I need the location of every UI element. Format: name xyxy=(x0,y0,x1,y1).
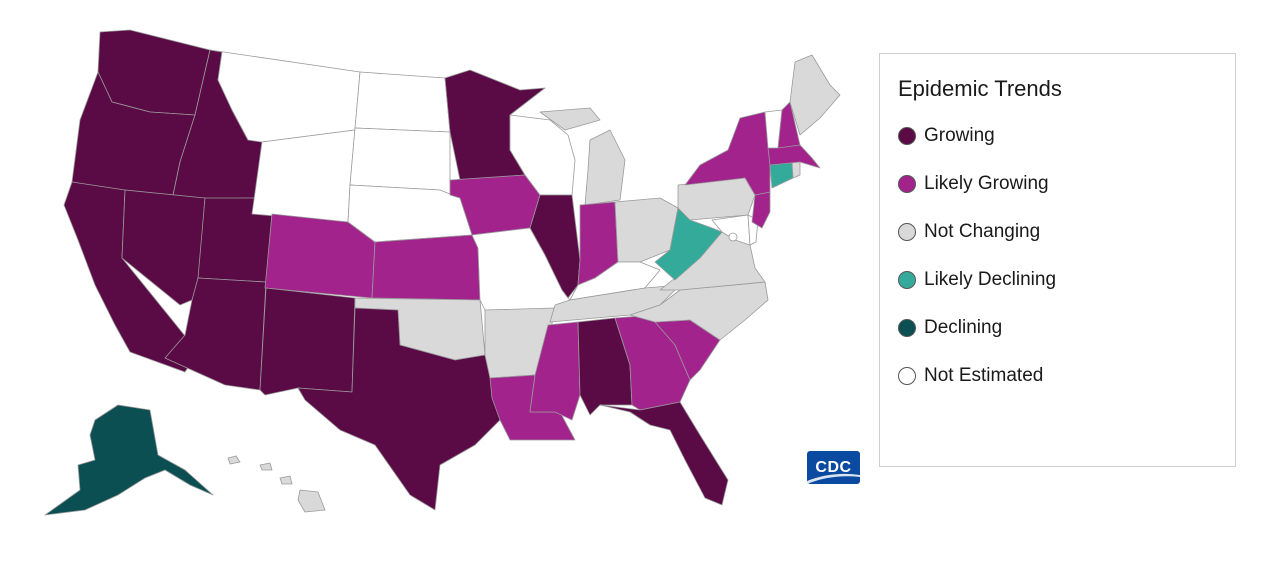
legend-item-growing: Growing xyxy=(898,124,995,148)
state-south-dakota[interactable] xyxy=(349,127,451,196)
state-new-jersey[interactable] xyxy=(751,191,771,229)
state-maine[interactable] xyxy=(789,54,841,136)
legend-label: Declining xyxy=(924,317,1003,338)
cdc-logo: CDC xyxy=(807,451,860,484)
legend-item-not-estimated: Not Estimated xyxy=(898,364,1043,388)
state-alaska[interactable] xyxy=(44,404,214,516)
legend-label: Growing xyxy=(924,125,995,146)
cdc-logo-text: CDC xyxy=(815,458,852,476)
state-washington[interactable] xyxy=(97,29,211,116)
legend-swatch xyxy=(898,271,916,289)
legend-item-declining: Declining xyxy=(898,316,1002,340)
legend-swatch xyxy=(898,319,916,337)
state-florida[interactable] xyxy=(599,401,729,506)
state-hawaii[interactable] xyxy=(227,455,326,513)
legend-swatch xyxy=(898,175,916,193)
legend-label: Not Changing xyxy=(924,221,1041,242)
legend-item-likely-growing: Likely Growing xyxy=(898,172,1049,196)
state-illinois[interactable] xyxy=(529,194,581,299)
legend-title: Epidemic Trends xyxy=(898,76,1062,101)
state-tennessee[interactable] xyxy=(549,284,681,323)
state-maryland[interactable] xyxy=(711,214,751,246)
legend-swatch xyxy=(898,367,916,385)
state-michigan[interactable] xyxy=(539,107,626,206)
state-new-hampshire[interactable] xyxy=(777,101,801,149)
legend-swatch xyxy=(898,223,916,241)
state-north-dakota[interactable] xyxy=(354,71,451,133)
legend-label: Likely Declining xyxy=(924,269,1057,290)
dc-marker[interactable] xyxy=(728,232,738,242)
state-kansas[interactable] xyxy=(371,234,481,301)
legend: Epidemic Trends Growing Likely Growing N… xyxy=(879,53,1236,467)
state-connecticut[interactable] xyxy=(769,161,794,189)
legend-label: Not Estimated xyxy=(924,365,1044,386)
state-wyoming[interactable] xyxy=(251,129,356,223)
state-new-mexico[interactable] xyxy=(259,287,356,396)
state-rhode-island[interactable] xyxy=(791,161,801,179)
logo-swoosh-icon xyxy=(807,473,860,484)
legend-swatch xyxy=(898,127,916,145)
legend-label: Likely Growing xyxy=(924,173,1049,194)
state-west-virginia[interactable] xyxy=(654,207,723,281)
state-texas[interactable] xyxy=(297,307,501,511)
legend-item-likely-declining: Likely Declining xyxy=(898,268,1056,292)
legend-item-not-changing: Not Changing xyxy=(898,220,1040,244)
